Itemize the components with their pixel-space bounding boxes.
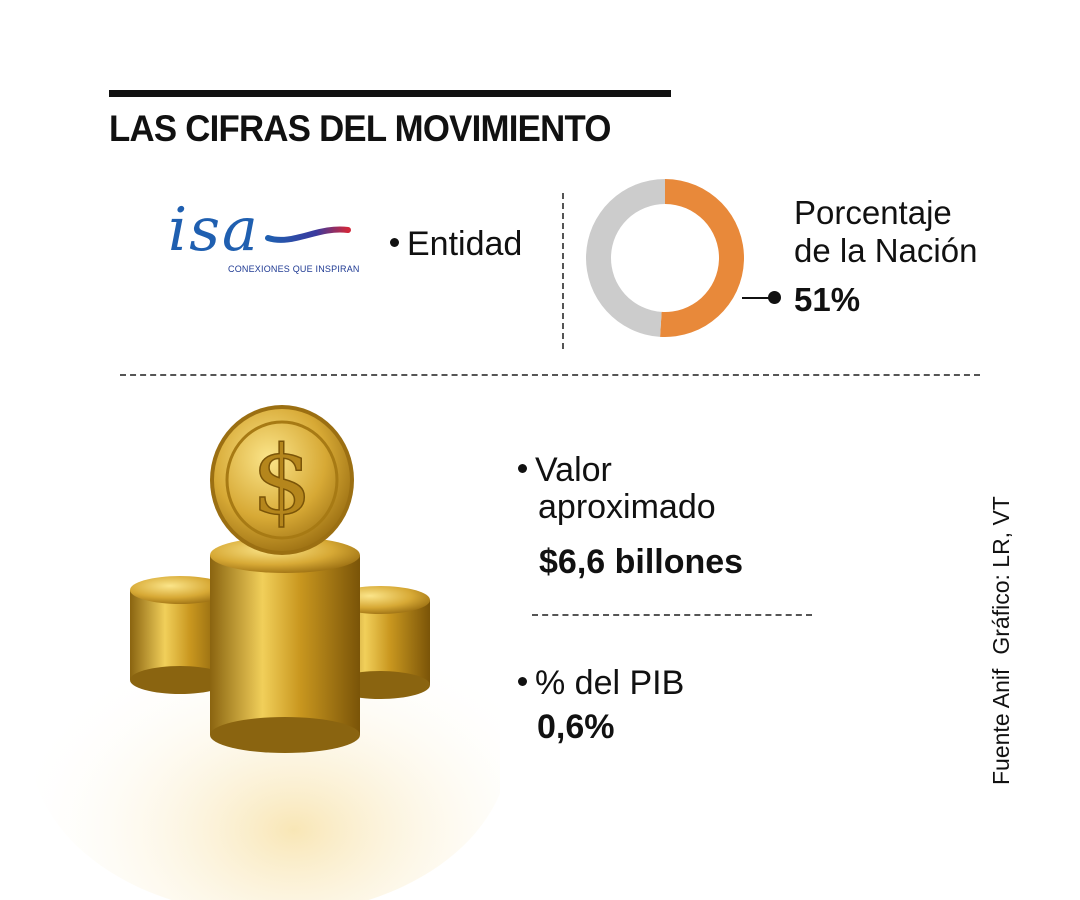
pib-label-text: % del PIB: [535, 664, 685, 702]
entity-label: Entidad: [390, 225, 522, 264]
donut-slice-nacion: [660, 179, 745, 337]
leader-dot: [768, 291, 781, 304]
page-title: LAS CIFRAS DEL MOVIMIENTO: [109, 108, 611, 149]
donut-slice-remainder: [586, 179, 665, 337]
valor-label-line1: Valor: [535, 451, 612, 489]
source-credit: Fuente Anif Gráfico: LR, VT: [988, 482, 1015, 785]
coin-stack-center: [210, 537, 360, 753]
vertical-divider: [562, 193, 564, 349]
title-rule: [109, 90, 671, 97]
isa-logo: isa: [168, 196, 351, 265]
horizontal-divider: [120, 374, 980, 376]
donut-label-line2: de la Nación: [794, 232, 978, 269]
bullet-icon: [518, 463, 527, 473]
logo-swoosh: [265, 226, 351, 243]
donut-label-line1: Porcentaje: [794, 194, 952, 231]
donut-label: Porcentaje de la Nación: [794, 194, 977, 270]
pib-value: 0,6%: [537, 708, 615, 746]
bullet-icon: [518, 676, 527, 686]
valor-label-line2: aproximado: [538, 488, 716, 526]
leader-line: [742, 297, 775, 299]
logo-wordmark: isa: [168, 196, 260, 265]
svg-text:$: $: [252, 426, 312, 536]
gold-coins-stack-icon: $: [30, 405, 500, 900]
standing-dollar-coin: $: [210, 405, 354, 555]
valor-value: $6,6 billones: [539, 543, 744, 581]
stats-divider: [532, 614, 812, 616]
bullet-icon: [390, 237, 399, 247]
graphic-credit: Gráfico: LR, VT: [988, 496, 1014, 655]
valor-label: Valor aproximado: [518, 452, 716, 526]
pib-label: % del PIB: [518, 664, 684, 703]
source-text: Fuente Anif: [988, 668, 1014, 785]
entity-text: Entidad: [407, 225, 523, 263]
logo-tagline: CONEXIONES QUE INSPIRAN: [228, 264, 360, 274]
donut-chart: [586, 179, 745, 337]
donut-value-label: 51%: [794, 281, 861, 318]
